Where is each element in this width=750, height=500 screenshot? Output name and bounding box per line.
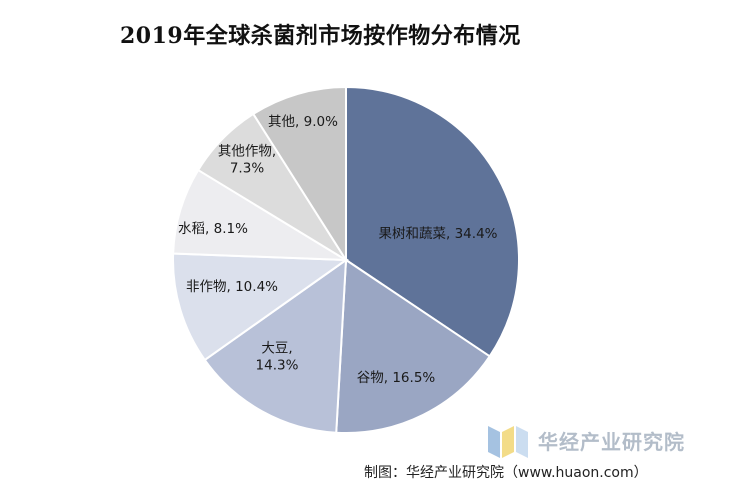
pie-slice-3: [172, 252, 349, 362]
slice-label-2: 大豆, 14.3%: [256, 341, 299, 374]
slice-label-4: 水稻, 8.1%: [178, 221, 248, 237]
slice-label-3: 非作物, 10.4%: [186, 279, 278, 295]
pie-slice-6: [251, 85, 347, 264]
slice-label-6: 其他, 9.0%: [268, 114, 338, 130]
watermark: 华经产业研究院: [486, 420, 736, 460]
pie-slice-1: [335, 258, 492, 434]
source-note: 制图：华经产业研究院（www.huaon.com）: [364, 465, 648, 481]
slice-label-0: 果树和蔬菜, 34.4%: [379, 226, 498, 242]
pie-slice-2: [203, 257, 348, 434]
watermark-text: 华经产业研究院: [538, 430, 685, 454]
slice-label-1: 谷物, 16.5%: [357, 370, 436, 386]
watermark-logo-icon: [488, 426, 528, 458]
pie-slice-0: [345, 85, 520, 358]
slice-label-5: 其他作物, 7.3%: [218, 144, 276, 177]
chart-title: 2019年全球杀菌剂市场按作物分布情况: [120, 23, 521, 49]
pie-slice-4: [172, 168, 350, 262]
